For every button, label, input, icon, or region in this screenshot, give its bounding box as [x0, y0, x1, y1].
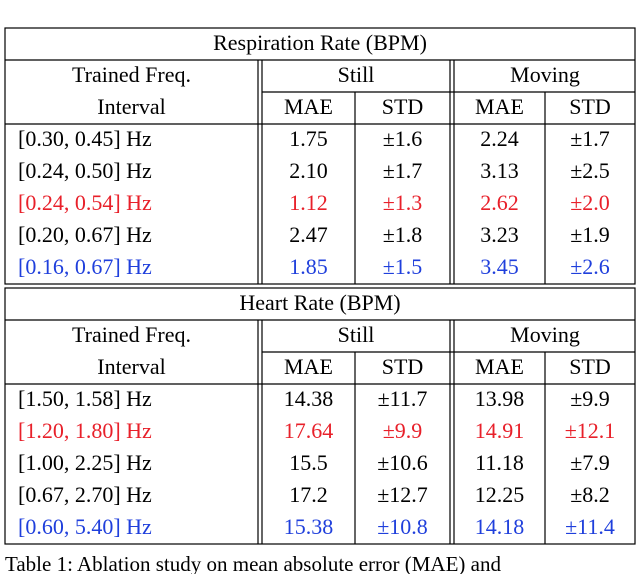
header: Still [338, 322, 375, 347]
interval: [1.20, 1.80] Hz [18, 418, 152, 443]
table-title: Heart Rate (BPM) [239, 290, 400, 315]
cell: ±1.5 [383, 254, 423, 279]
cell: ±11.4 [565, 514, 615, 539]
header: MAE [284, 354, 333, 379]
header: Still [338, 62, 375, 87]
cell: 15.38 [284, 514, 334, 539]
cell: ±2.5 [570, 158, 610, 183]
cell: ±11.7 [378, 386, 428, 411]
cell: 1.12 [289, 190, 328, 215]
header: STD [382, 94, 424, 119]
cell: 3.23 [480, 222, 519, 247]
cell: ±1.6 [383, 126, 423, 151]
table-border [4, 27, 636, 285]
cell: 13.98 [475, 386, 525, 411]
cell: ±12.1 [565, 418, 616, 443]
cell: 1.75 [289, 126, 328, 151]
cell: 3.13 [480, 158, 519, 183]
interval: [0.16, 0.67] Hz [18, 254, 152, 279]
cell: ±1.7 [383, 158, 423, 183]
interval: [0.20, 0.67] Hz [18, 222, 152, 247]
interval: [0.60, 5.40] Hz [18, 514, 152, 539]
header: STD [569, 354, 611, 379]
interval: [0.24, 0.50] Hz [18, 158, 152, 183]
cell: ±9.9 [570, 386, 610, 411]
cell: ±7.9 [570, 450, 610, 475]
cell: 3.45 [480, 254, 519, 279]
interval: [1.50, 1.58] Hz [18, 386, 152, 411]
header: Trained Freq. [72, 322, 191, 347]
cell: ±1.9 [570, 222, 610, 247]
cell: ±9.9 [383, 418, 423, 443]
cell: 14.38 [284, 386, 334, 411]
header: STD [382, 354, 424, 379]
interval: [1.00, 2.25] Hz [18, 450, 152, 475]
cell: 1.85 [289, 254, 328, 279]
header: Interval [97, 94, 165, 119]
cell: ±10.8 [377, 514, 428, 539]
table-title: Respiration Rate (BPM) [213, 30, 427, 55]
caption: Table 1: Ablation study on mean absolute… [5, 552, 501, 574]
header: MAE [475, 354, 524, 379]
table-border [4, 287, 636, 545]
header: MAE [475, 94, 524, 119]
cell: 17.64 [284, 418, 334, 443]
cell: 15.5 [289, 450, 328, 475]
cell: ±1.7 [570, 126, 610, 151]
cell: 14.91 [475, 418, 525, 443]
cell: ±1.3 [383, 190, 423, 215]
header: Moving [510, 62, 580, 87]
cell: 2.62 [480, 190, 519, 215]
cell: 2.24 [480, 126, 519, 151]
interval: [0.24, 0.54] Hz [18, 190, 152, 215]
header: STD [569, 94, 611, 119]
cell: 2.47 [289, 222, 328, 247]
header: Interval [97, 354, 165, 379]
cell: ±8.2 [570, 482, 610, 507]
cell: 14.18 [475, 514, 525, 539]
cell: ±2.0 [570, 190, 610, 215]
cell: ±1.8 [383, 222, 423, 247]
interval: [0.67, 2.70] Hz [18, 482, 152, 507]
cell: 17.2 [289, 482, 328, 507]
cell: ±10.6 [377, 450, 428, 475]
interval: [0.30, 0.45] Hz [18, 126, 152, 151]
cell: 2.10 [289, 158, 328, 183]
header: Trained Freq. [72, 62, 191, 87]
cell: 12.25 [475, 482, 525, 507]
header: Moving [510, 322, 580, 347]
cell: 11.18 [475, 450, 524, 475]
cell: ±2.6 [570, 254, 610, 279]
header: MAE [284, 94, 333, 119]
cell: ±12.7 [377, 482, 428, 507]
